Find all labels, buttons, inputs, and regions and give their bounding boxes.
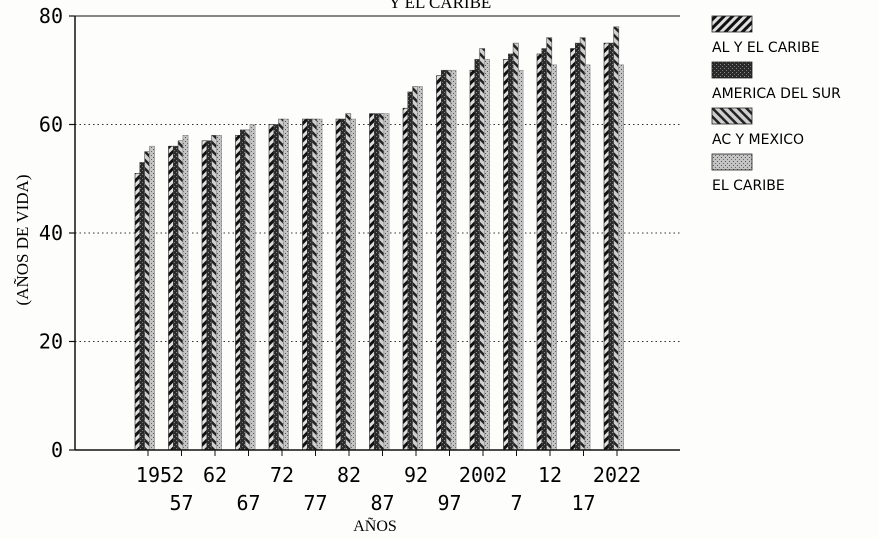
x-tick-label: 2002 (459, 463, 507, 487)
bar-1980-85-s1 (335, 118, 342, 451)
bar-1990-95-s3 (412, 86, 419, 451)
bar-1975-80-s4 (316, 118, 323, 451)
legend-swatch (711, 107, 753, 125)
bar-1975-80-s1 (302, 118, 308, 451)
bar-1980-85-s3 (345, 113, 352, 451)
bar-1990-95-s1 (402, 107, 409, 451)
bar-1960-65-s2 (206, 140, 213, 451)
y-tick-label: 0 (51, 438, 63, 462)
bar-1970-75-s2 (273, 124, 280, 451)
bar-1965-70-s2 (240, 129, 246, 451)
bar-1975-80-s2 (306, 118, 313, 451)
x-tick-label: 77 (303, 491, 327, 515)
bar-1970-75-s3 (278, 118, 285, 451)
x-tick-label: 67 (236, 491, 260, 515)
bar-1970-75-s4 (283, 118, 289, 451)
x-axis-label: AÑOS (353, 517, 397, 535)
x-tick-label: 87 (370, 491, 394, 515)
bar-1975-80-s3 (311, 118, 318, 451)
x-tick-label: 62 (203, 463, 227, 487)
bar-2010-15-s2 (541, 48, 548, 451)
bar-1980-85-s4 (350, 118, 356, 451)
x-tick-label: 12 (538, 463, 562, 487)
bar-1995-2000-s3 (445, 69, 452, 451)
bar-2000-05-s2 (474, 59, 481, 451)
y-tick-labels: 0 20 40 60 80 (39, 4, 75, 462)
bar-2015-20-s2 (574, 42, 581, 451)
bar-1970-75-s1 (268, 124, 275, 451)
bar-2015-20-s1 (570, 48, 576, 451)
bar-1985-90-s3 (378, 113, 385, 451)
bar-2020-25-s3 (613, 26, 620, 451)
bars (134, 26, 624, 451)
x-tick-label: 82 (337, 463, 361, 487)
y-tick-label: 40 (39, 221, 63, 245)
y-tick-label: 60 (39, 113, 63, 137)
bar-2010-15-s1 (536, 53, 543, 451)
bar-1960-65-s3 (211, 135, 218, 451)
bar-1990-95-s4 (417, 86, 423, 451)
legend-label: AC Y MEXICO (712, 132, 804, 148)
bar-2015-20-s4 (584, 64, 591, 451)
bar-2005-10-s2 (507, 53, 514, 451)
x-tick-label: 57 (169, 491, 193, 515)
bar-1955-60-s4 (182, 135, 189, 451)
bar-1985-90-s1 (369, 113, 375, 451)
bar-1960-65-s1 (201, 140, 208, 451)
bar-1995-2000-s4 (450, 69, 457, 451)
bar-1995-2000-s1 (436, 75, 442, 451)
bar-2020-25-s4 (618, 64, 624, 451)
bar-2000-05-s1 (469, 69, 476, 451)
bar-1950-55-s4 (149, 145, 155, 451)
legend-swatch (711, 153, 753, 171)
x-tick-label: 7 (510, 491, 522, 515)
bar-1955-60-s2 (173, 145, 179, 451)
bar-1960-65-s4 (216, 135, 222, 451)
y-axis-label: (AÑOS DE VIDA) (13, 175, 32, 306)
bar-1990-95-s2 (407, 91, 414, 451)
bar-1995-2000-s2 (440, 69, 447, 451)
bar-2005-10-s3 (512, 42, 519, 451)
legend-swatch (711, 15, 753, 33)
x-tick-label: 92 (404, 463, 428, 487)
bar-1955-60-s1 (168, 145, 174, 451)
bar-1950-55-s3 (144, 151, 151, 451)
bar-1950-55-s2 (139, 162, 146, 451)
legend-label: EL CARIBE (712, 178, 785, 194)
bar-2015-20-s3 (579, 37, 586, 451)
legend-label: AMERICA DEL SUR (712, 86, 841, 102)
bar-1955-60-s3 (177, 140, 184, 451)
bar-2005-10-s1 (503, 59, 509, 451)
y-tick-label: 20 (39, 330, 63, 354)
bar-2010-15-s3 (546, 37, 553, 451)
bar-2000-05-s3 (479, 48, 486, 451)
bar-1965-70-s1 (235, 135, 241, 451)
bar-1985-90-s2 (373, 113, 380, 451)
legend-label: AL Y EL CARIBE (712, 40, 820, 56)
bar-2000-05-s4 (484, 59, 490, 451)
chart-title: Y EL CARIBE (389, 0, 492, 12)
legend: AL Y EL CARIBE AMERICA DEL SUR AC Y MEXICO… (711, 15, 841, 194)
bar-2005-10-s4 (517, 69, 524, 451)
bar-2020-25-s2 (608, 42, 615, 451)
bar-1980-85-s2 (340, 118, 347, 451)
bar-2020-25-s1 (603, 42, 610, 451)
bar-2010-15-s4 (551, 64, 557, 451)
x-tick-label: 72 (270, 463, 294, 487)
bar-1965-70-s4 (249, 124, 256, 451)
bar-1985-90-s4 (383, 113, 390, 451)
x-tick-label: 2022 (593, 463, 641, 487)
x-tick-label: 17 (571, 491, 595, 515)
legend-swatch (711, 61, 753, 79)
x-tick-label: 97 (437, 491, 461, 515)
y-tick-label: 80 (39, 4, 63, 28)
x-tick-label: 1952 (136, 463, 184, 487)
bar-1950-55-s1 (134, 173, 141, 451)
bar-1965-70-s3 (244, 129, 251, 451)
